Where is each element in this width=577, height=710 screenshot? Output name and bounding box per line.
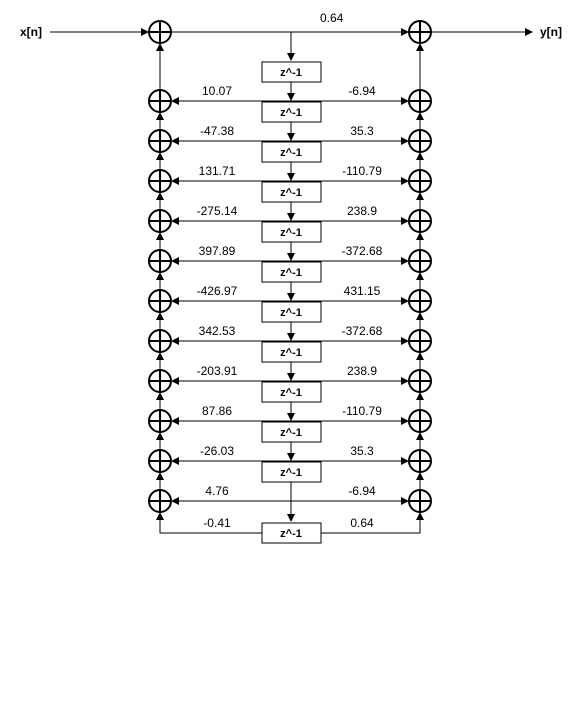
bottom-left-feedback: [156, 512, 262, 534]
left-coefficient-4: -275.14: [197, 204, 238, 218]
left-coefficient-12: -0.41: [203, 516, 231, 530]
delay-rect: [261, 61, 322, 83]
left-adder-0: [148, 20, 172, 44]
adder-column: [148, 20, 432, 513]
delay-chain: z^-1 z^-1 z^-1 z^-1 z^-1 z^-1 z^-1 z^-1 z^-1 z^-1…: [261, 61, 322, 544]
delay-rect: [261, 261, 322, 283]
left-adder-1: [148, 89, 172, 113]
left-coefficient-5: 397.89: [199, 244, 236, 258]
right-adder-6: [408, 289, 432, 313]
delay-box-8: z^-1: [261, 341, 322, 363]
delay-box-3: z^-1: [261, 141, 322, 163]
delay-box-1: z^-1: [261, 61, 322, 83]
left-adder-9: [148, 409, 172, 433]
delay-rect: [261, 221, 322, 243]
right-coefficient-4: 238.9: [347, 204, 377, 218]
left-adder-5: [148, 249, 172, 273]
delay-label: z^-1: [280, 147, 302, 159]
left-coefficient-10: -26.03: [200, 444, 234, 458]
top-coefficient: 0.64: [320, 11, 344, 25]
delay-rect: [261, 101, 322, 123]
delay-rect: [261, 341, 322, 363]
right-coefficient-9: -110.79: [342, 404, 382, 418]
left-adder-2: [148, 129, 172, 153]
right-coefficient-10: 35.3: [350, 444, 374, 458]
delay-label: z^-1: [280, 67, 302, 79]
left-adder-6: [148, 289, 172, 313]
bottom-right-feedforward: [321, 512, 424, 534]
right-coefficient-5: -372.68: [342, 244, 383, 258]
delay-box-4: z^-1: [261, 181, 322, 203]
right-coefficient-12: 0.64: [350, 516, 374, 530]
delay-label: z^-1: [280, 347, 302, 359]
left-adder-10: [148, 449, 172, 473]
left-adder-11: [148, 489, 172, 513]
delay-box-10: z^-1: [261, 421, 322, 443]
right-adder-1: [408, 89, 432, 113]
right-coefficient-2: 35.3: [350, 124, 374, 138]
left-coefficient-1: 10.07: [202, 84, 232, 98]
delay-label: z^-1: [280, 427, 302, 439]
right-adder-11: [408, 489, 432, 513]
left-coefficient-6: -426.97: [197, 284, 238, 298]
left-adder-3: [148, 169, 172, 193]
right-coefficient-11: -6.94: [348, 484, 376, 498]
right-coefficient-1: -6.94: [348, 84, 376, 98]
delay-rect: [261, 141, 322, 163]
delay-label: z^-1: [280, 227, 302, 239]
delay-rect: [261, 301, 322, 323]
right-adder-10: [408, 449, 432, 473]
right-adder-3: [408, 169, 432, 193]
delay-box-12: z^-1: [261, 522, 322, 544]
delay-rect: [261, 381, 322, 403]
left-adder-7: [148, 329, 172, 353]
delay-rect: [261, 461, 322, 483]
right-coefficient-8: 238.9: [347, 364, 377, 378]
delay-box-9: z^-1: [261, 381, 322, 403]
right-adder-5: [408, 249, 432, 273]
right-coefficient-6: 431.15: [344, 284, 381, 298]
right-adder-7: [408, 329, 432, 353]
left-coefficient-3: 131.71: [199, 164, 236, 178]
right-adder-4: [408, 209, 432, 233]
ladder-structure: [156, 43, 424, 534]
delay-box-6: z^-1: [261, 261, 322, 283]
delay-rect: [261, 421, 322, 443]
left-coefficient-11: 4.76: [205, 484, 229, 498]
left-coefficient-9: 87.86: [202, 404, 232, 418]
delay-label: z^-1: [280, 267, 302, 279]
right-adder-8: [408, 369, 432, 393]
delay-box-5: z^-1: [261, 221, 322, 243]
right-adder-2: [408, 129, 432, 153]
delay-rect: [261, 181, 322, 203]
left-adder-4: [148, 209, 172, 233]
delay-label: z^-1: [280, 307, 302, 319]
delay-label: z^-1: [280, 387, 302, 399]
delay-rect: [261, 522, 322, 544]
coefficient-labels: 10.07 -47.38 131.71 -275.14 397.89 -426.97 342…: [197, 84, 383, 530]
output-label: y[n]: [540, 25, 562, 39]
right-coefficient-7: -372.68: [342, 324, 383, 338]
left-coefficient-8: -203.91: [197, 364, 238, 378]
delay-label: z^-1: [280, 467, 302, 479]
left-coefficient-7: 342.53: [199, 324, 236, 338]
left-adder-8: [148, 369, 172, 393]
left-coefficient-2: -47.38: [200, 124, 234, 138]
delay-label: z^-1: [280, 187, 302, 199]
delay-box-7: z^-1: [261, 301, 322, 323]
delay-label: z^-1: [280, 107, 302, 119]
delay-label: z^-1: [280, 528, 302, 540]
delay-box-2: z^-1: [261, 101, 322, 123]
right-adder-9: [408, 409, 432, 433]
input-label: x[n]: [20, 25, 42, 39]
right-adder-0: [408, 20, 432, 44]
right-coefficient-3: -110.79: [342, 164, 382, 178]
delay-box-11: z^-1: [261, 461, 322, 483]
